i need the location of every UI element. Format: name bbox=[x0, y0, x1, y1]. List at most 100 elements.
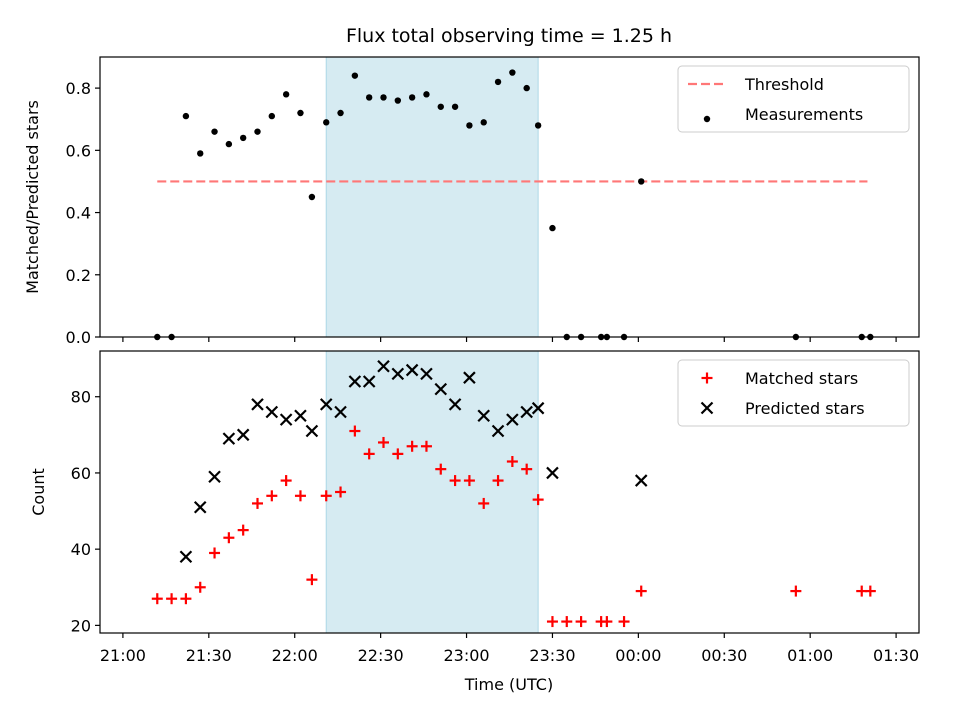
series-matched-stars-point bbox=[635, 585, 647, 597]
legend-predicted-swatch bbox=[700, 401, 714, 415]
y-tick-label: 20 bbox=[71, 616, 91, 635]
series-measurements-point bbox=[323, 119, 330, 126]
series-predicted-stars-point bbox=[531, 401, 545, 415]
series-matched-stars-point bbox=[252, 497, 263, 509]
series-measurements-point bbox=[509, 69, 516, 76]
series-matched-stars-point bbox=[237, 524, 249, 536]
y-axis-label: Count bbox=[29, 468, 48, 516]
series-matched-stars-point bbox=[478, 497, 490, 509]
series-measurements-point bbox=[182, 112, 190, 120]
series-measurements-point bbox=[365, 94, 373, 101]
series-measurements-point bbox=[408, 94, 416, 101]
series-matched-stars-point bbox=[335, 486, 347, 498]
series-measurements-point bbox=[268, 112, 276, 120]
series-predicted-stars-point bbox=[362, 375, 376, 388]
series-matched-stars-point bbox=[166, 593, 178, 605]
x-tick-label: 23:00 bbox=[443, 646, 489, 665]
x-tick-label: 21:30 bbox=[186, 646, 232, 665]
legend-label: Threshold bbox=[744, 75, 824, 94]
top-panel-plot: 0.0 0.2 0.4 0.6 0.8 Matched/Predicted stars Th… bbox=[23, 56, 920, 347]
series-predicted-stars-point bbox=[208, 470, 221, 484]
chart-title: Flux total observing time = 1.25 h bbox=[346, 25, 672, 47]
series-predicted-stars-point bbox=[265, 405, 279, 419]
series-measurements-point bbox=[282, 91, 290, 98]
series-measurements-point bbox=[197, 150, 204, 157]
series-measurements-point bbox=[225, 140, 233, 148]
series-matched-stars-point bbox=[151, 593, 163, 605]
series-predicted-stars-point bbox=[634, 474, 648, 487]
series-predicted-stars-point bbox=[520, 405, 533, 419]
series-matched-stars-point bbox=[618, 616, 630, 628]
series-predicted-stars-point bbox=[222, 432, 236, 445]
series-predicted-stars-point bbox=[546, 466, 559, 480]
legend-box bbox=[677, 65, 910, 133]
series-measurements-point bbox=[351, 72, 359, 79]
series-measurements-point bbox=[523, 84, 530, 92]
x-tick-label: 22:30 bbox=[358, 646, 404, 665]
x-axis-label: Time (UTC) bbox=[464, 675, 553, 694]
series-measurements-point bbox=[437, 103, 444, 110]
y-tick-label: 0.6 bbox=[66, 141, 91, 160]
legend-measurements-swatch bbox=[703, 115, 711, 123]
series-measurements-point bbox=[308, 193, 316, 201]
series-measurements-point bbox=[394, 97, 402, 104]
series-matched-stars-point bbox=[363, 448, 375, 460]
y-tick-label: 80 bbox=[71, 388, 91, 407]
series-matched-stars-point bbox=[546, 616, 558, 628]
series-predicted-stars-point bbox=[477, 409, 491, 423]
series-predicted-stars-point bbox=[305, 424, 319, 438]
series-predicted-stars-point bbox=[391, 367, 405, 381]
series-matched-stars-point bbox=[266, 490, 278, 502]
series-measurements-point bbox=[638, 178, 645, 185]
series-predicted-stars-point bbox=[434, 382, 448, 396]
series-matched-stars-point bbox=[406, 440, 418, 452]
series-measurements-point bbox=[466, 122, 473, 129]
shaded-interval bbox=[325, 56, 539, 338]
legend-label: Predicted stars bbox=[745, 399, 865, 418]
series-matched-stars-point bbox=[601, 616, 613, 628]
series-matched-stars-point bbox=[223, 532, 235, 544]
series-predicted-stars-point bbox=[279, 413, 293, 426]
series-predicted-stars-point bbox=[491, 424, 505, 438]
series-measurements-point bbox=[549, 224, 556, 232]
x-tick-label: 00:00 bbox=[615, 646, 661, 665]
legend-label: Matched stars bbox=[745, 369, 858, 388]
series-matched-stars-point bbox=[492, 475, 504, 487]
series-measurements-point bbox=[380, 94, 387, 101]
series-matched-stars-point bbox=[575, 616, 587, 628]
series-predicted-stars-point bbox=[348, 375, 362, 388]
series-measurements-point bbox=[337, 109, 344, 117]
y-axis-label: Matched/Predicted stars bbox=[23, 100, 42, 294]
series-matched-stars-point bbox=[506, 456, 518, 468]
series-matched-stars-point bbox=[420, 440, 432, 452]
series-matched-stars-point bbox=[378, 436, 389, 448]
y-tick-label: 0.4 bbox=[66, 204, 91, 223]
series-measurements-point bbox=[239, 134, 247, 142]
y-tick-label: 0.0 bbox=[66, 328, 91, 347]
series-predicted-stars-point bbox=[405, 363, 419, 377]
x-tick-label: 23:30 bbox=[529, 646, 575, 665]
series-matched-stars-point bbox=[209, 547, 221, 559]
y-tick-label: 40 bbox=[71, 540, 91, 559]
legend: Threshold Measurements bbox=[677, 65, 910, 133]
series-matched-stars-point bbox=[435, 463, 447, 475]
series-predicted-stars-point bbox=[294, 409, 307, 423]
series-matched-stars-point bbox=[280, 475, 292, 487]
series-measurements-point bbox=[297, 109, 304, 117]
x-tick-label: 22:00 bbox=[272, 646, 318, 665]
series-matched-stars-point bbox=[180, 593, 192, 605]
series-matched-stars-point bbox=[532, 494, 544, 506]
series-predicted-stars-point bbox=[463, 371, 476, 384]
series-measurements-point bbox=[480, 119, 487, 126]
series-matched-stars-point bbox=[790, 585, 802, 597]
legend-matched-swatch bbox=[701, 372, 713, 384]
series-predicted-stars-point bbox=[334, 405, 347, 419]
series-matched-stars-point bbox=[561, 616, 573, 628]
series-matched-stars-point bbox=[349, 425, 361, 437]
series-matched-stars-point bbox=[306, 574, 318, 586]
series-predicted-stars-point bbox=[420, 367, 433, 381]
series-predicted-stars-point bbox=[236, 428, 250, 442]
legend-box bbox=[677, 359, 910, 427]
series-measurements-point bbox=[534, 122, 542, 129]
